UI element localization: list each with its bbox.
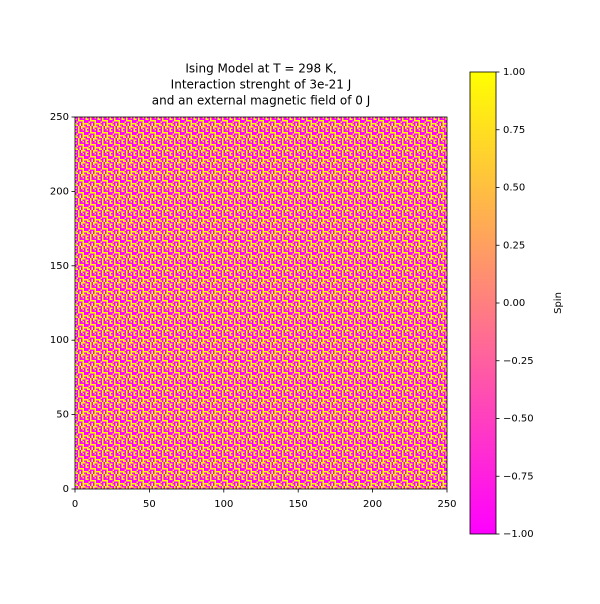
colorbar-tick-label: 1.00	[503, 67, 525, 78]
x-tick-label: 0	[72, 499, 78, 510]
y-tick-label: 200	[50, 186, 69, 197]
chart-title: Interaction strenght of 3e-21 J	[171, 78, 352, 92]
colorbar-label: Spin	[553, 292, 564, 314]
x-tick-label: 50	[143, 499, 156, 510]
colorbar	[469, 71, 497, 535]
y-tick-label: 0	[63, 484, 69, 495]
colorbar-tick-label: −0.75	[503, 471, 534, 482]
chart-title: Ising Model at T = 298 K,	[185, 62, 336, 76]
y-tick-label: 250	[50, 112, 69, 123]
colorbar-tick-label: 0.75	[503, 125, 525, 136]
colorbar-tick-label: −0.50	[503, 414, 534, 425]
colorbar-tick-label: 0.25	[503, 240, 525, 251]
colorbar-tick-label: −1.00	[503, 529, 534, 540]
y-tick-label: 150	[50, 261, 69, 272]
x-tick-label: 200	[363, 499, 382, 510]
colorbar-tick-label: 0.50	[503, 183, 525, 194]
colorbar-tick-label: 0.00	[503, 298, 525, 309]
x-tick-label: 150	[289, 499, 308, 510]
x-tick-label: 100	[214, 499, 233, 510]
colorbar-tick-label: −0.25	[503, 356, 534, 367]
spin-field	[75, 117, 447, 489]
y-tick-label: 100	[50, 335, 69, 346]
chart-title: and an external magnetic field of 0 J	[152, 94, 371, 108]
axes-frame	[74, 116, 448, 490]
y-tick-label: 50	[56, 410, 69, 421]
x-tick-label: 250	[437, 499, 456, 510]
